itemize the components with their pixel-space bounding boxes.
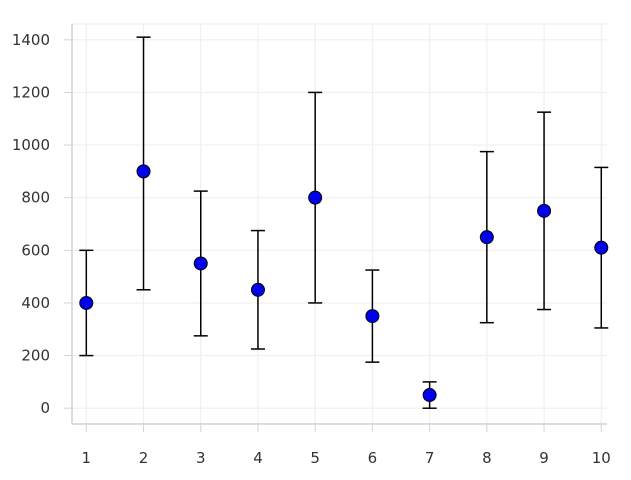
x-tick-label: 1	[82, 449, 92, 467]
y-tick-label: 1000	[12, 136, 50, 154]
y-tick-label: 800	[21, 189, 50, 207]
y-tick-label: 0	[40, 399, 50, 417]
data-point	[308, 190, 323, 205]
data-point	[594, 240, 609, 255]
x-tick-label: 2	[139, 449, 149, 467]
y-tick-label: 1200	[12, 83, 50, 101]
axes	[64, 24, 607, 432]
data-point	[136, 164, 151, 179]
y-tick-label: 600	[21, 241, 50, 259]
data-point	[250, 282, 265, 297]
y-tick-label: 1400	[12, 31, 50, 49]
data-point	[422, 388, 437, 403]
x-tick-label: 8	[482, 449, 492, 467]
data-point	[79, 295, 94, 310]
x-tick-label: 5	[310, 449, 320, 467]
data-point	[537, 203, 552, 218]
x-tick-label: 7	[425, 449, 435, 467]
y-tick-label: 400	[21, 294, 50, 312]
tick-labels: 0 200 400 600 800 1000 1200 1400 1 2 3 4 5 6 7 8 9 10	[12, 31, 611, 467]
x-tick-label: 4	[253, 449, 263, 467]
grid	[72, 23, 607, 424]
data-point	[479, 230, 494, 245]
x-tick-label: 9	[539, 449, 549, 467]
x-tick-label: 3	[196, 449, 206, 467]
y-tick-label: 200	[21, 347, 50, 365]
data-points	[79, 164, 609, 403]
data-point	[193, 256, 208, 271]
data-point	[365, 309, 380, 324]
x-tick-label: 6	[368, 449, 378, 467]
x-tick-label: 10	[592, 449, 611, 467]
